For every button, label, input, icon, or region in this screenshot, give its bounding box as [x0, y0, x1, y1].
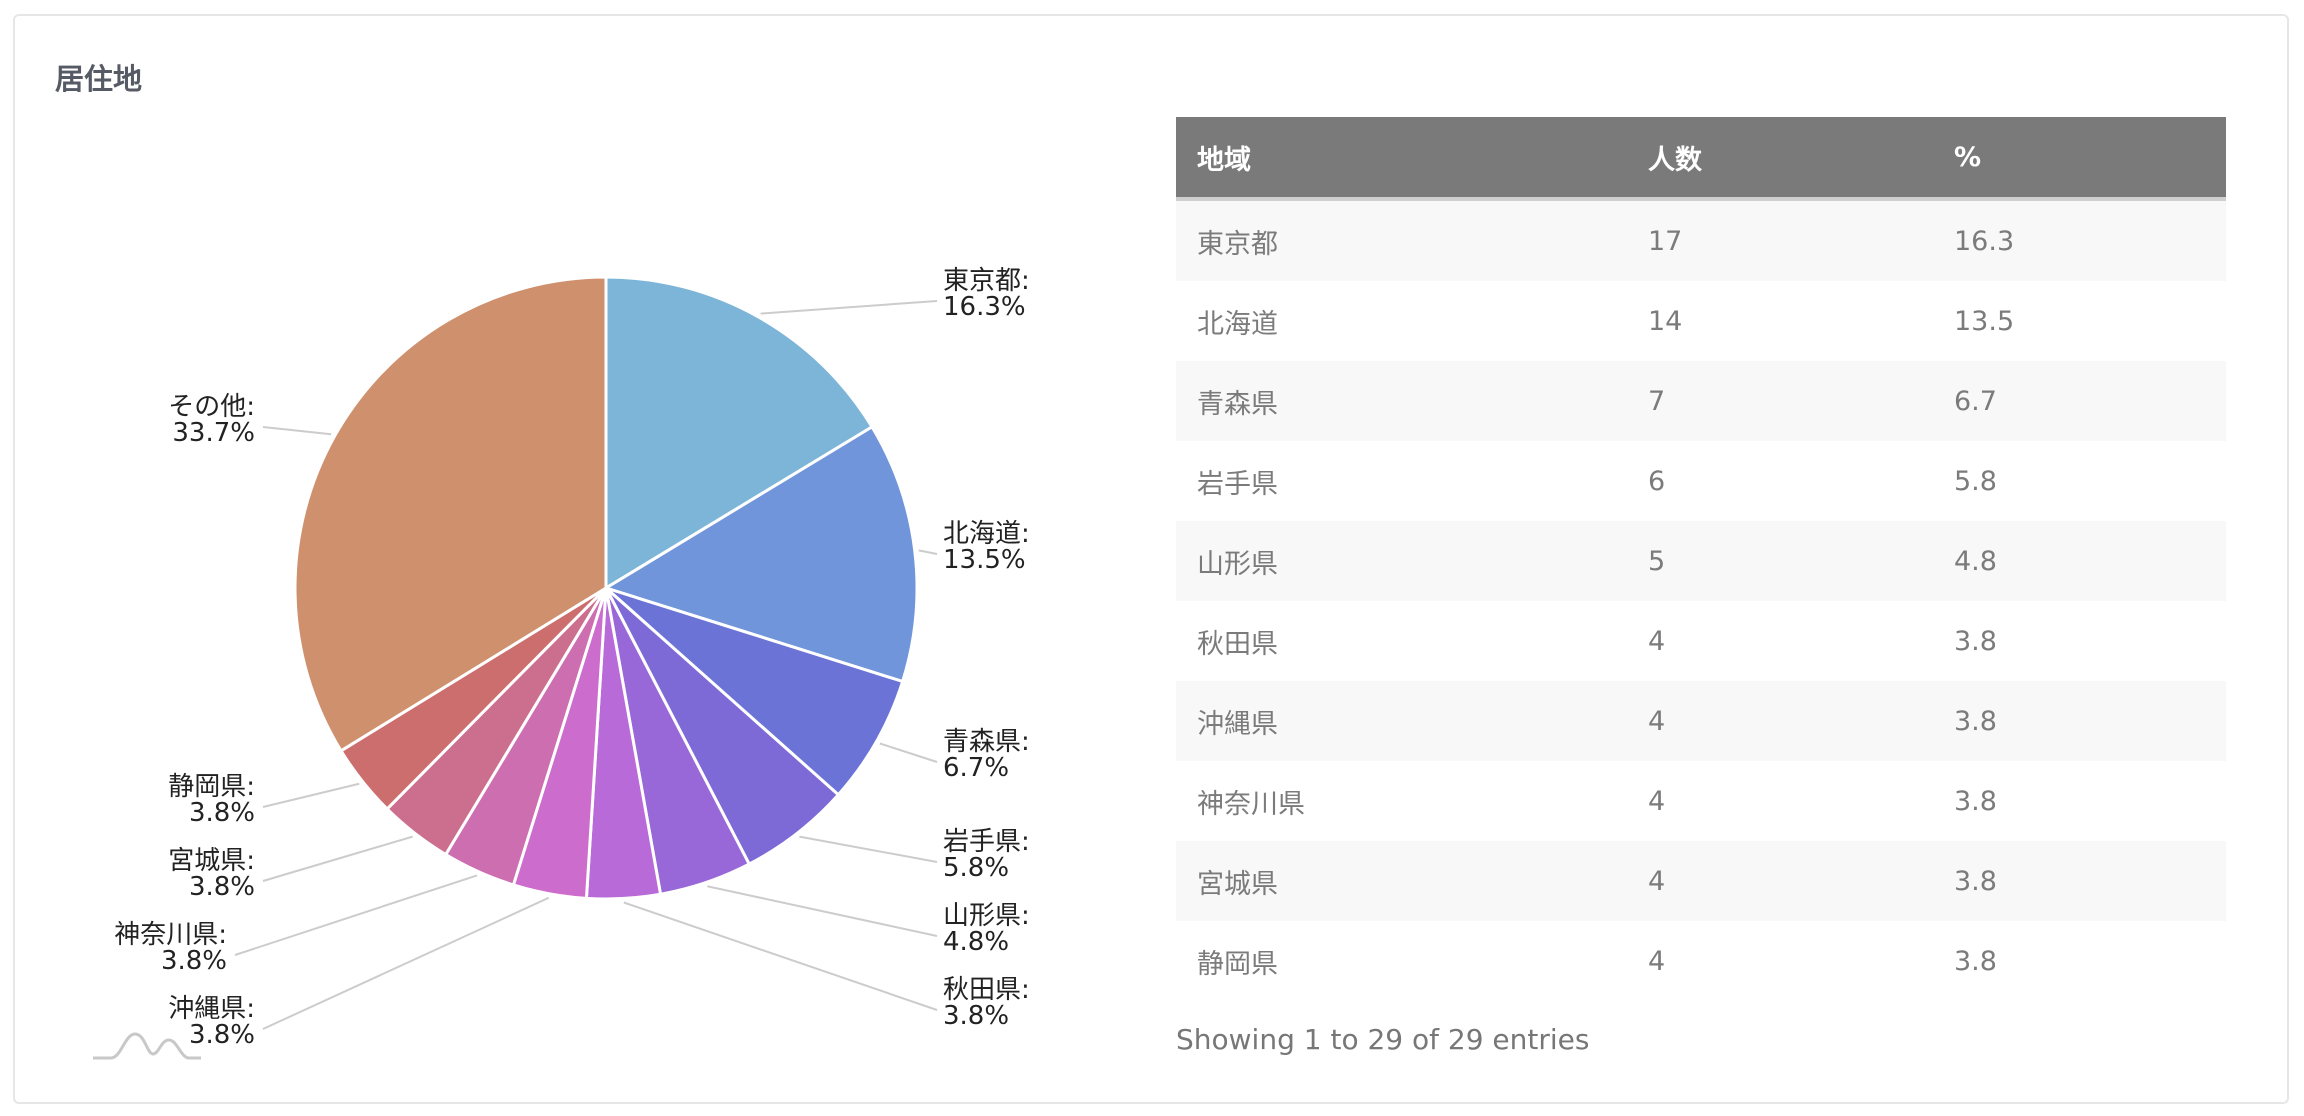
table-row: 神奈川県 4 3.8 — [1176, 761, 2226, 841]
pie-data-label: 青森県: 6.7% — [943, 727, 1030, 783]
cell-count: 4 — [1648, 705, 1666, 737]
pie-leader-line — [707, 885, 938, 937]
pie-leader-line — [262, 835, 413, 882]
pie-leader-line — [760, 300, 938, 315]
table-row: 秋田県 4 3.8 — [1176, 601, 2226, 681]
cell-region: 東京都 — [1197, 228, 1278, 260]
column-header-region[interactable]: 地域 — [1176, 117, 1627, 201]
column-header-count[interactable]: 人数 — [1627, 117, 1933, 201]
cell-region: 青森県 — [1197, 388, 1278, 420]
cell-percent: 3.8 — [1954, 625, 1997, 657]
pie-leader-line — [262, 426, 332, 436]
cell-percent: 5.8 — [1954, 465, 1997, 497]
cell-count: 5 — [1648, 545, 1666, 577]
table-header-row: 地域 人数 % — [1176, 117, 2226, 201]
pie-slice[interactable] — [293, 275, 608, 753]
pie-slice[interactable] — [602, 424, 919, 684]
region-table: 地域 人数 % 東京都 17 16.3 北海道 14 13.5 青森県 — [1176, 117, 2226, 1001]
table-info-text: Showing 1 to 29 of 29 entries — [1176, 1023, 1590, 1056]
cell-count: 6 — [1648, 465, 1666, 497]
pie-slice[interactable] — [605, 586, 905, 797]
pie-data-label: その他: 33.7% — [168, 392, 255, 448]
pie-leader-line — [799, 835, 938, 863]
pie-data-label: 秋田県: 3.8% — [943, 975, 1030, 1031]
table-row: 宮城県 4 3.8 — [1176, 841, 2226, 921]
cell-percent: 3.8 — [1954, 705, 1997, 737]
pie-data-label: 山形県: 4.8% — [943, 901, 1030, 957]
table-row: 沖縄県 4 3.8 — [1176, 681, 2226, 761]
cell-region: 山形県 — [1197, 548, 1278, 580]
cell-region: 神奈川県 — [1197, 788, 1305, 820]
pie-leader-line — [879, 742, 938, 763]
pie-data-label: 神奈川県: 3.8% — [114, 920, 227, 976]
cell-percent: 3.8 — [1954, 945, 1997, 977]
pie-data-label: 岩手県: 5.8% — [943, 827, 1030, 883]
table-row: 静岡県 4 3.8 — [1176, 921, 2226, 1001]
pie-leader-line — [918, 549, 938, 555]
cell-percent: 3.8 — [1954, 865, 1997, 897]
residence-panel: 居住地 東京都: 16.3% 北海道: 13.5% 青森県: 6.7% 岩手県: 5.8% 山形… — [13, 14, 2289, 1104]
pie-leader-line — [262, 896, 550, 1030]
cell-percent: 3.8 — [1954, 785, 1997, 817]
cell-percent: 16.3 — [1954, 225, 2015, 257]
cell-count: 17 — [1648, 225, 1683, 257]
table-row: 岩手県 6 5.8 — [1176, 441, 2226, 521]
cell-count: 4 — [1648, 945, 1666, 977]
pie-leader-line — [262, 782, 360, 808]
cell-region: 秋田県 — [1197, 628, 1278, 660]
cell-region: 宮城県 — [1197, 868, 1278, 900]
cell-region: 静岡県 — [1197, 948, 1278, 980]
cell-region: 沖縄県 — [1197, 708, 1278, 740]
pie-data-label: 沖縄県: 3.8% — [168, 994, 255, 1050]
residence-pie-chart: 東京都: 16.3% 北海道: 13.5% 青森県: 6.7% 岩手県: 5.8% 山形県: 4.… — [114, 266, 1030, 1050]
cell-count: 7 — [1648, 385, 1666, 417]
pie-leader-line — [623, 901, 938, 1011]
cell-count: 14 — [1648, 305, 1683, 337]
region-table-container: 地域 人数 % 東京都 17 16.3 北海道 14 13.5 青森県 — [1176, 117, 2226, 1056]
pie-data-label: 東京都: 16.3% — [943, 266, 1030, 322]
table-row: 青森県 7 6.7 — [1176, 361, 2226, 441]
cell-percent: 6.7 — [1954, 385, 1997, 417]
cell-percent: 4.8 — [1954, 545, 1997, 577]
pie-slice[interactable] — [604, 275, 875, 591]
pie-leader-line — [234, 874, 478, 956]
table-row: 北海道 14 13.5 — [1176, 281, 2226, 361]
pie-data-label: 宮城県: 3.8% — [168, 846, 255, 902]
column-header-percent[interactable]: % — [1933, 117, 2226, 201]
panel-title: 居住地 — [55, 62, 143, 96]
table-row: 山形県 5 4.8 — [1176, 521, 2226, 601]
cell-count: 4 — [1648, 865, 1666, 897]
cell-count: 4 — [1648, 785, 1666, 817]
cell-region: 北海道 — [1197, 308, 1278, 340]
pie-data-label: 静岡県: 3.8% — [168, 772, 255, 828]
pie-data-label: 北海道: 13.5% — [943, 519, 1030, 575]
cell-count: 4 — [1648, 625, 1666, 657]
table-row: 東京都 17 16.3 — [1176, 199, 2226, 281]
cell-region: 岩手県 — [1197, 468, 1278, 500]
loading-wave-icon — [93, 1032, 201, 1060]
cell-percent: 13.5 — [1954, 305, 2015, 337]
